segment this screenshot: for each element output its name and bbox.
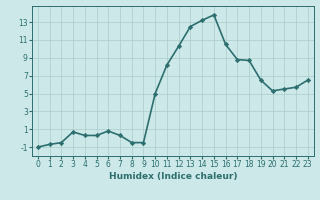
X-axis label: Humidex (Indice chaleur): Humidex (Indice chaleur) xyxy=(108,172,237,181)
